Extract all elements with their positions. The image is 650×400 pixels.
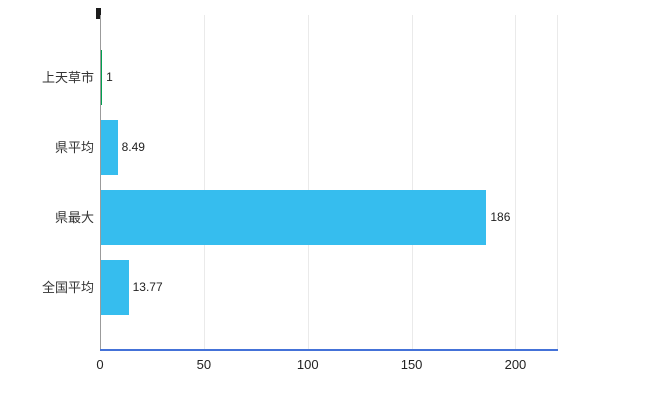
bar-value-label: 8.49 xyxy=(121,140,145,154)
bar xyxy=(100,190,487,245)
bar-value-label: 1 xyxy=(106,70,113,84)
gridline xyxy=(203,15,205,350)
x-tick-label: 50 xyxy=(196,357,212,372)
y-axis-cap xyxy=(96,8,101,19)
bar xyxy=(100,120,118,175)
y-axis-line xyxy=(100,15,101,350)
x-axis-line xyxy=(100,349,558,351)
bar-value-label: 13.77 xyxy=(132,280,163,294)
y-axis-label: 県最大 xyxy=(54,210,94,225)
x-axis-ticks: 0 50 100 150 200 xyxy=(96,357,557,377)
y-axis-label: 上天草市 xyxy=(41,70,94,85)
x-tick-label: 200 xyxy=(504,357,527,372)
gridline xyxy=(515,15,517,350)
x-tick-label: 100 xyxy=(296,357,319,372)
bar xyxy=(100,50,103,105)
gridline xyxy=(307,15,309,350)
x-tick-label: 150 xyxy=(400,357,423,372)
gridline xyxy=(411,15,413,350)
x-tick-label: 0 xyxy=(96,357,104,372)
plot-area: 1 8.49 186 13.77 xyxy=(100,15,558,350)
y-axis-label: 全国平均 xyxy=(41,280,94,295)
bar-value-label: 186 xyxy=(490,210,511,224)
bar xyxy=(100,260,129,315)
gridline xyxy=(557,15,558,350)
y-axis-label: 県平均 xyxy=(54,140,94,155)
